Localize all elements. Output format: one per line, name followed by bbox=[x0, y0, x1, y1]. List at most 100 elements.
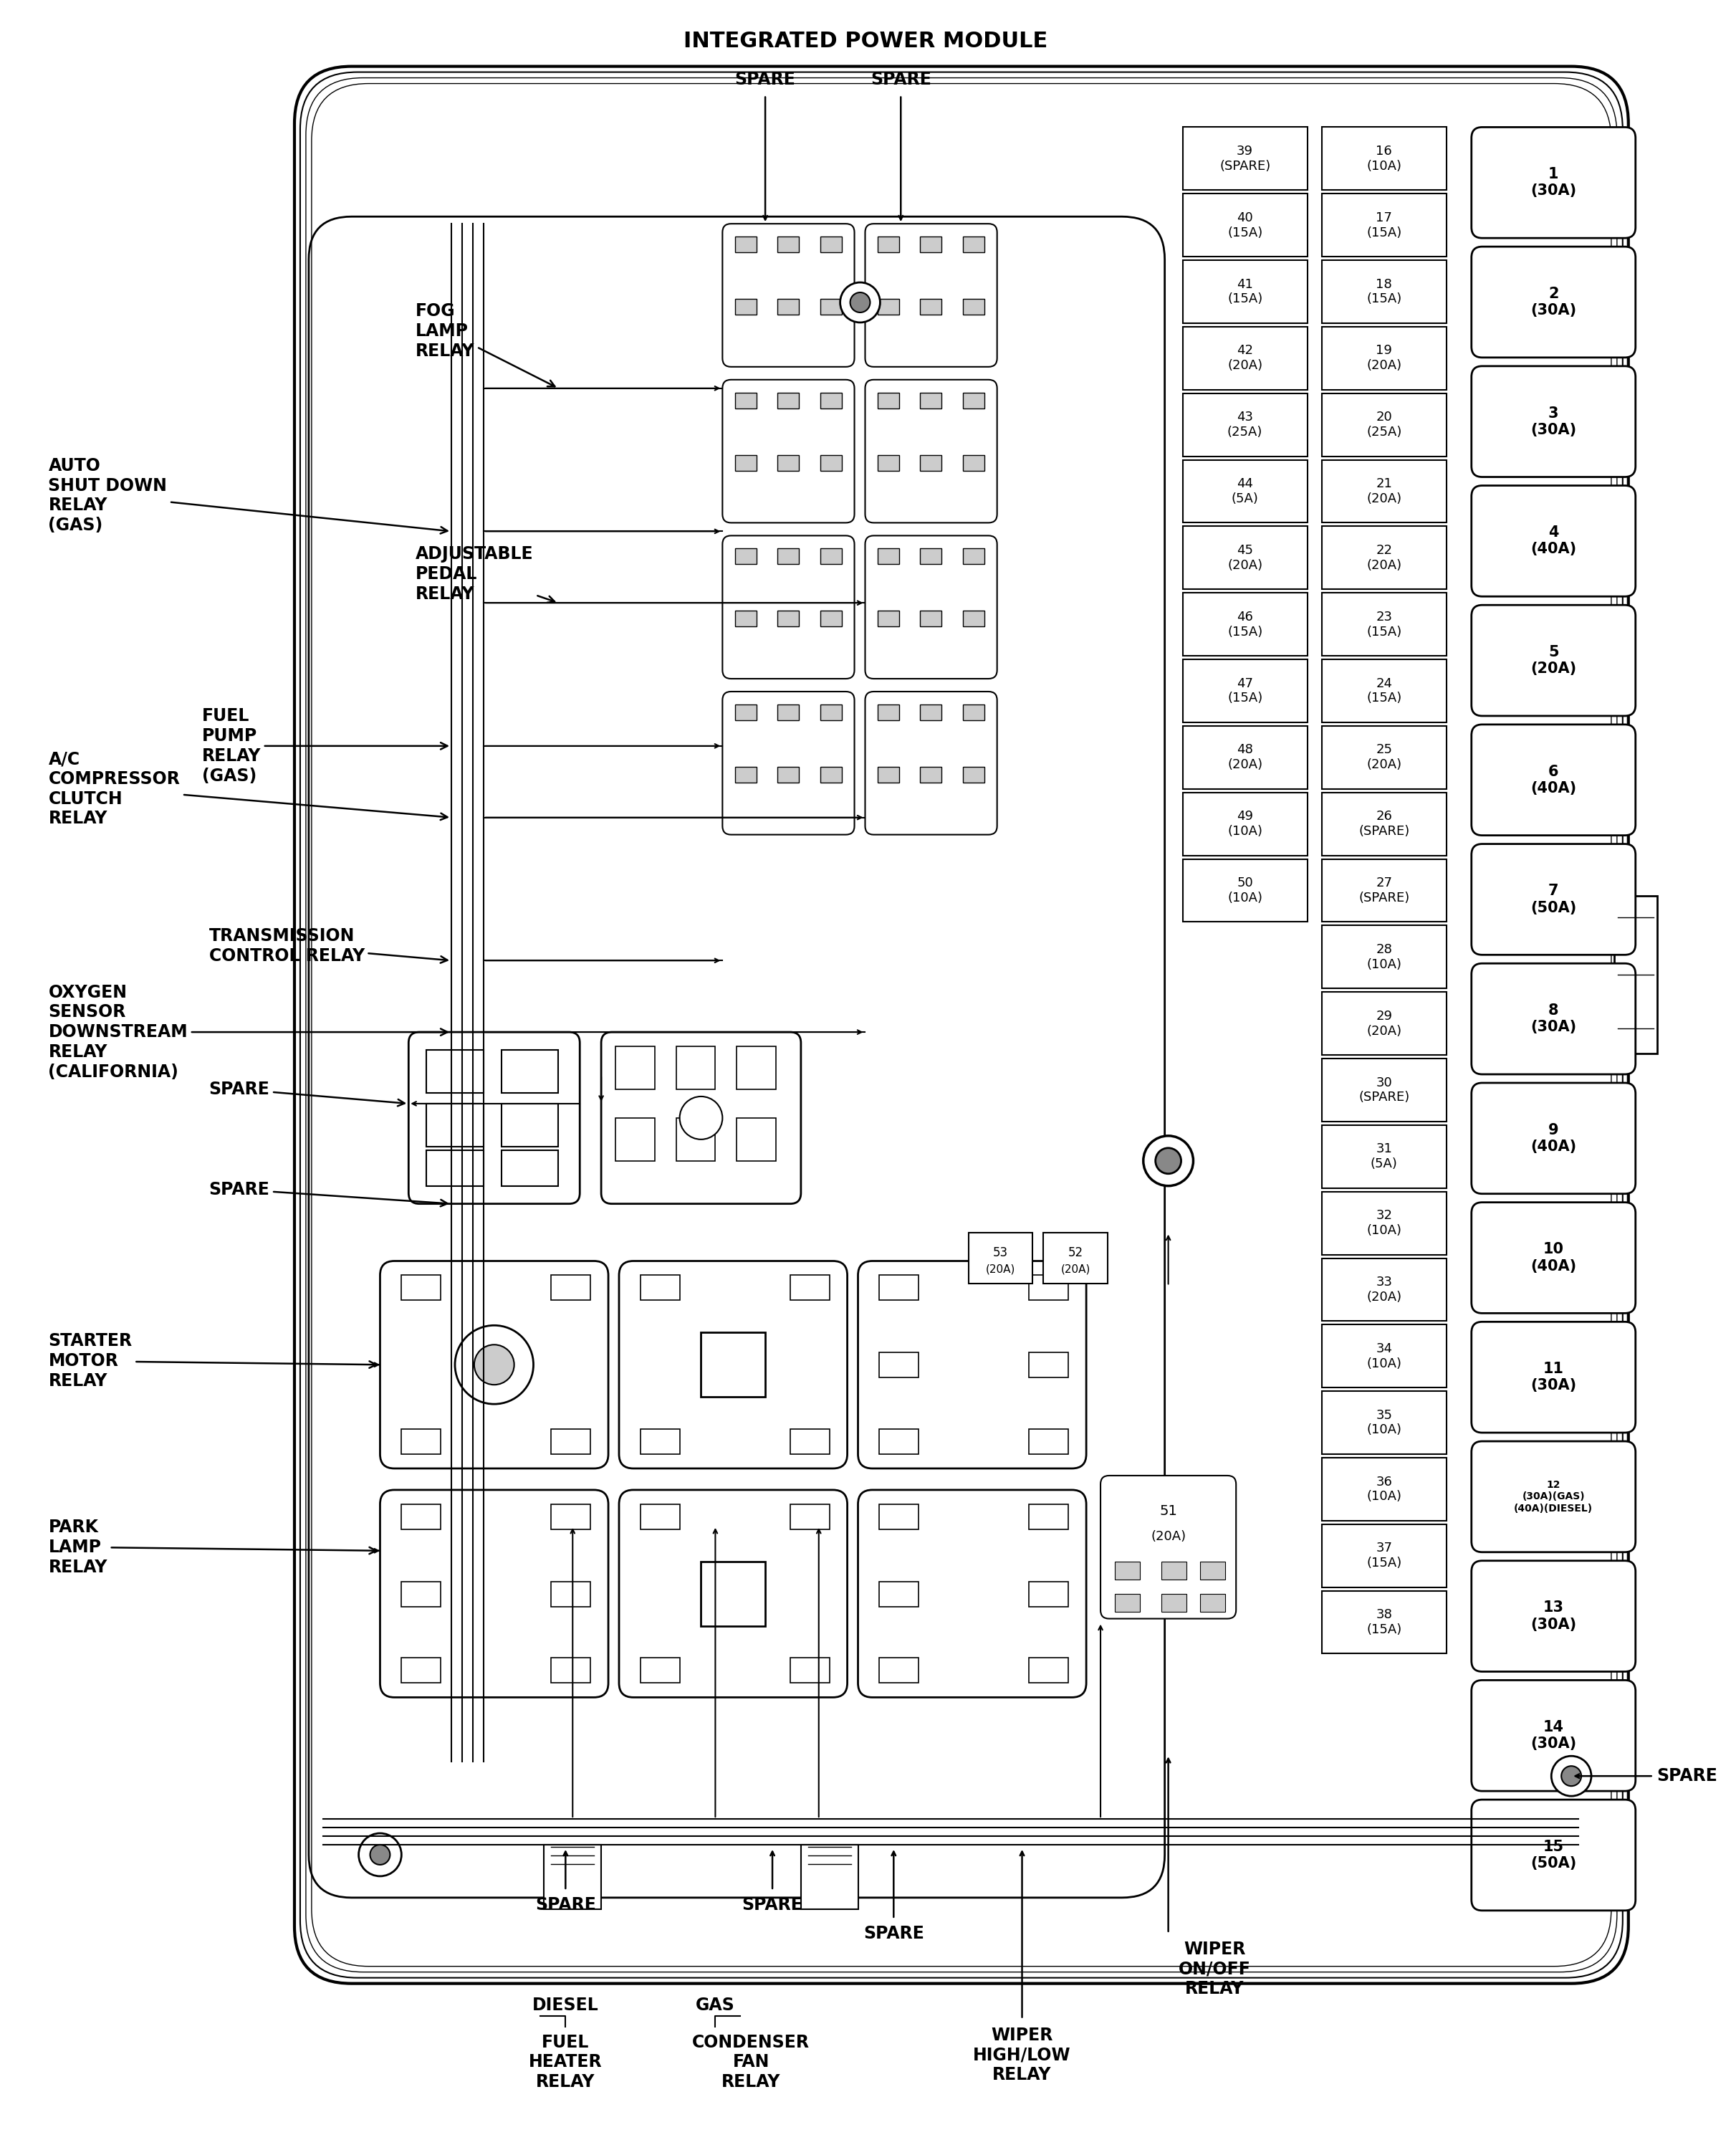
Bar bbox=[778, 455, 799, 470]
Text: 34
(10A): 34 (10A) bbox=[1366, 1343, 1401, 1371]
Bar bbox=[1161, 1562, 1186, 1579]
Text: 38
(15A): 38 (15A) bbox=[1366, 1609, 1401, 1637]
Bar bbox=[401, 1581, 441, 1607]
Text: 23
(15A): 23 (15A) bbox=[1366, 611, 1401, 639]
Bar bbox=[641, 1504, 681, 1529]
Bar bbox=[701, 1332, 766, 1396]
Text: 10
(40A): 10 (40A) bbox=[1531, 1242, 1576, 1274]
Circle shape bbox=[851, 292, 870, 313]
Bar bbox=[1029, 1353, 1068, 1377]
Text: 31
(5A): 31 (5A) bbox=[1370, 1143, 1397, 1171]
FancyBboxPatch shape bbox=[1472, 963, 1635, 1075]
Bar bbox=[1182, 193, 1307, 257]
FancyBboxPatch shape bbox=[1472, 1441, 1635, 1553]
FancyBboxPatch shape bbox=[1472, 843, 1635, 955]
FancyBboxPatch shape bbox=[865, 536, 996, 678]
Text: 2
(30A): 2 (30A) bbox=[1531, 287, 1576, 317]
Text: 20
(25A): 20 (25A) bbox=[1366, 412, 1401, 440]
Bar bbox=[1321, 326, 1446, 390]
Bar bbox=[401, 1276, 441, 1300]
Bar bbox=[1321, 725, 1446, 789]
Circle shape bbox=[1144, 1137, 1193, 1186]
FancyBboxPatch shape bbox=[380, 1491, 608, 1697]
FancyBboxPatch shape bbox=[1472, 605, 1635, 716]
Bar bbox=[1321, 1126, 1446, 1188]
Bar bbox=[1321, 991, 1446, 1055]
FancyBboxPatch shape bbox=[1472, 127, 1635, 238]
Bar bbox=[819, 766, 842, 783]
Bar bbox=[878, 611, 899, 626]
Text: 13
(30A): 13 (30A) bbox=[1531, 1600, 1576, 1632]
Circle shape bbox=[840, 283, 880, 322]
Bar bbox=[963, 455, 984, 470]
Text: (20A): (20A) bbox=[1151, 1529, 1186, 1542]
Text: GAS: GAS bbox=[696, 1997, 734, 2014]
Bar bbox=[502, 1049, 559, 1094]
Bar bbox=[616, 1118, 654, 1160]
FancyBboxPatch shape bbox=[601, 1032, 800, 1203]
Circle shape bbox=[1561, 1765, 1581, 1787]
Bar bbox=[878, 549, 899, 564]
FancyBboxPatch shape bbox=[1472, 1800, 1635, 1911]
Bar bbox=[880, 1429, 918, 1454]
FancyBboxPatch shape bbox=[722, 380, 854, 523]
Bar bbox=[778, 393, 799, 408]
Bar bbox=[1043, 1233, 1108, 1285]
Bar bbox=[1029, 1658, 1068, 1684]
Circle shape bbox=[1552, 1757, 1592, 1795]
FancyBboxPatch shape bbox=[1472, 1321, 1635, 1433]
Text: DIESEL: DIESEL bbox=[533, 1997, 599, 2014]
Bar bbox=[1321, 659, 1446, 723]
Text: 46
(15A): 46 (15A) bbox=[1227, 611, 1262, 639]
Bar bbox=[641, 1658, 681, 1684]
Bar bbox=[616, 1047, 654, 1090]
FancyBboxPatch shape bbox=[1472, 1562, 1635, 1671]
Text: OXYGEN
SENSOR
DOWNSTREAM
RELAY
(CALIFORNIA): OXYGEN SENSOR DOWNSTREAM RELAY (CALIFORN… bbox=[49, 985, 448, 1081]
Text: SPARE: SPARE bbox=[535, 1896, 595, 1913]
Bar bbox=[736, 298, 757, 315]
Bar bbox=[675, 1118, 715, 1160]
Text: 36
(10A): 36 (10A) bbox=[1366, 1476, 1401, 1504]
Bar bbox=[543, 1845, 601, 1909]
Bar bbox=[819, 298, 842, 315]
Circle shape bbox=[455, 1326, 533, 1405]
FancyBboxPatch shape bbox=[865, 380, 996, 523]
Text: SPARE: SPARE bbox=[734, 71, 795, 88]
Bar bbox=[1321, 393, 1446, 457]
Text: TRANSMISSION
CONTROL RELAY: TRANSMISSION CONTROL RELAY bbox=[208, 927, 448, 965]
Text: 19
(20A): 19 (20A) bbox=[1366, 345, 1401, 371]
Circle shape bbox=[370, 1845, 391, 1864]
Bar bbox=[878, 455, 899, 470]
Bar bbox=[963, 611, 984, 626]
Text: 6
(40A): 6 (40A) bbox=[1531, 764, 1576, 796]
Text: 47
(15A): 47 (15A) bbox=[1227, 678, 1262, 706]
Bar bbox=[778, 704, 799, 721]
Bar bbox=[1182, 725, 1307, 789]
Bar bbox=[819, 455, 842, 470]
Bar bbox=[878, 704, 899, 721]
Text: 5
(20A): 5 (20A) bbox=[1531, 646, 1576, 676]
Text: 28
(10A): 28 (10A) bbox=[1366, 944, 1401, 972]
Bar bbox=[1321, 1592, 1446, 1654]
Text: FOG
LAMP
RELAY: FOG LAMP RELAY bbox=[415, 302, 556, 386]
Bar bbox=[920, 704, 941, 721]
Bar bbox=[1182, 858, 1307, 922]
Bar bbox=[920, 393, 941, 408]
Text: 8
(30A): 8 (30A) bbox=[1531, 1004, 1576, 1034]
FancyBboxPatch shape bbox=[620, 1261, 847, 1469]
Text: SPARE: SPARE bbox=[1656, 1767, 1717, 1785]
Bar bbox=[819, 704, 842, 721]
Bar bbox=[1115, 1594, 1141, 1611]
Bar bbox=[778, 298, 799, 315]
Bar bbox=[1321, 1057, 1446, 1122]
Bar bbox=[1321, 1326, 1446, 1388]
Text: WIPER
HIGH/LOW
RELAY: WIPER HIGH/LOW RELAY bbox=[974, 2027, 1071, 2083]
Circle shape bbox=[359, 1834, 401, 1877]
Text: WIPER
ON/OFF
RELAY: WIPER ON/OFF RELAY bbox=[1179, 1941, 1252, 1997]
Bar bbox=[1321, 260, 1446, 324]
Bar bbox=[878, 766, 899, 783]
Bar bbox=[920, 298, 941, 315]
Bar bbox=[1321, 193, 1446, 257]
FancyBboxPatch shape bbox=[295, 66, 1628, 1984]
Text: 15
(50A): 15 (50A) bbox=[1531, 1840, 1576, 1870]
